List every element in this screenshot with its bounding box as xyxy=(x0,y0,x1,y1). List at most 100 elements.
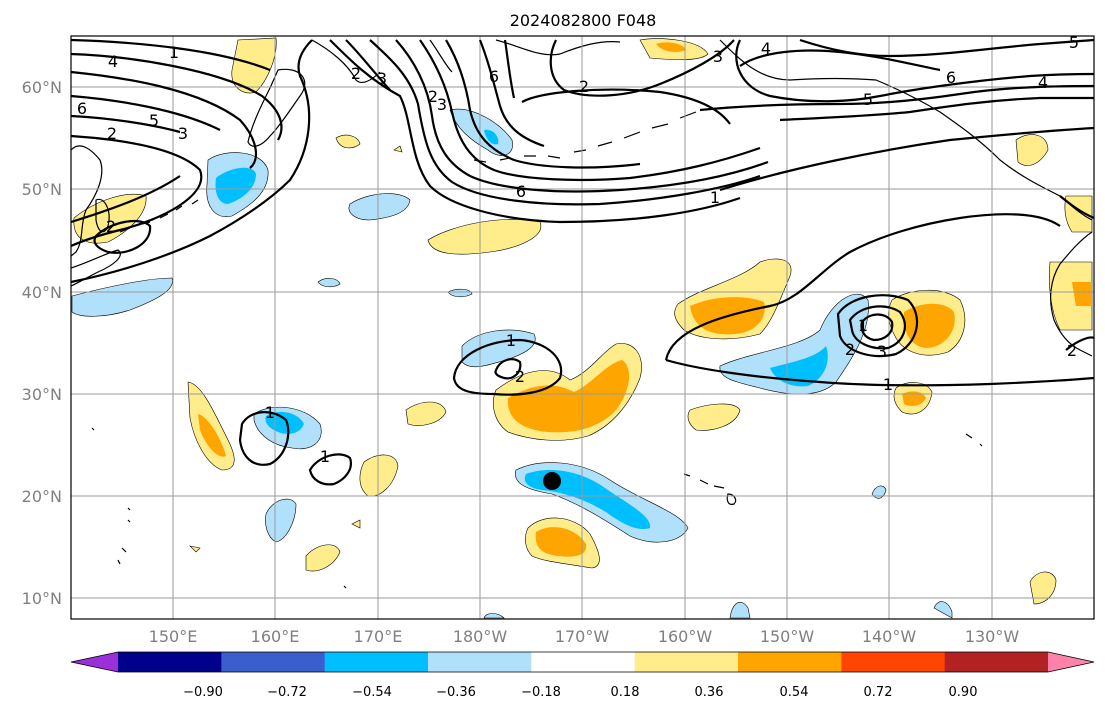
colorbar-tick-label: 0.54 xyxy=(780,685,809,700)
contour-line xyxy=(739,49,941,72)
colorbar-tick-label: 0.72 xyxy=(864,685,893,700)
contour-label: 4 xyxy=(761,39,771,58)
contour-line xyxy=(503,39,516,99)
contour-line xyxy=(70,134,203,248)
lat-label: 10°N xyxy=(22,589,62,608)
negative-region xyxy=(871,485,887,499)
colorbar-tick-label: 0.90 xyxy=(949,685,978,700)
contour-label: 2 xyxy=(106,217,116,236)
contour-line xyxy=(70,175,181,224)
storm-position-marker xyxy=(543,472,561,490)
positive-region-core xyxy=(535,527,587,557)
contour-line xyxy=(452,338,563,396)
contour-line xyxy=(70,52,283,141)
lon-label: 180°W xyxy=(453,627,508,646)
colorbar-segment xyxy=(118,652,222,672)
contour-label: 2 xyxy=(428,87,438,106)
negative-region xyxy=(348,193,411,221)
colorbar-tick-label: −0.72 xyxy=(267,685,307,700)
contour-label: 1 xyxy=(169,43,179,62)
lon-label: 170°W xyxy=(555,627,610,646)
colorbar-segment xyxy=(944,652,1049,672)
contour-label: 4 xyxy=(108,52,118,71)
map-panel: 1 4 6 5 3 2 2 3 2 6 3 4 5 2 3 2 6 1 4 5 … xyxy=(70,33,1095,620)
lon-label: 130°W xyxy=(965,627,1020,646)
positive-region xyxy=(359,454,399,497)
negative-region xyxy=(447,288,473,298)
contour-label: 1 xyxy=(320,447,330,466)
contour-label: 6 xyxy=(77,99,87,118)
contour-line xyxy=(836,294,918,358)
contour-line xyxy=(70,38,271,72)
contour-line xyxy=(93,219,152,254)
lat-label: 60°N xyxy=(22,78,62,97)
contour-line xyxy=(1065,336,1095,351)
contour-line xyxy=(779,96,1094,122)
positive-region-core xyxy=(507,360,630,433)
contour-labels: 1 4 6 5 3 2 2 3 2 6 3 4 5 2 3 2 6 1 4 5 … xyxy=(77,33,1079,466)
alaska-coastline xyxy=(495,39,1093,221)
contour-line xyxy=(664,213,1061,361)
contour-label: 6 xyxy=(516,182,526,201)
lat-label: 50°N xyxy=(22,180,62,199)
contour-label: 6 xyxy=(489,67,499,86)
contour-line xyxy=(308,453,352,486)
lon-label: 170°E xyxy=(354,627,403,646)
map-frame xyxy=(70,35,1095,620)
contour-label: 5 xyxy=(149,111,159,130)
positive-region xyxy=(351,519,361,529)
contour-layer xyxy=(70,38,1095,486)
contour-line xyxy=(369,39,761,206)
contour-line xyxy=(665,358,1095,387)
colorbar-tick-label: −0.90 xyxy=(183,685,223,700)
negative-region xyxy=(71,277,173,317)
contour-label: 1 xyxy=(265,403,275,422)
negative-region-core xyxy=(770,346,828,387)
contour-label: 1 xyxy=(858,316,868,335)
contour-line xyxy=(419,39,761,182)
contour-line xyxy=(345,39,391,91)
contour-label: 2 xyxy=(515,367,525,386)
positive-region xyxy=(1015,134,1049,166)
positive-region xyxy=(405,401,447,426)
contour-line xyxy=(329,39,741,224)
lon-label: 160°W xyxy=(658,627,713,646)
contour-line xyxy=(1059,195,1095,220)
contour-line xyxy=(395,39,769,193)
contour-line xyxy=(70,94,221,131)
contour-line xyxy=(735,39,1095,103)
colorbar-segment xyxy=(841,652,946,672)
positive-region-core xyxy=(198,414,226,457)
colorbar-extend-min xyxy=(71,652,118,672)
contour-line xyxy=(549,39,735,97)
contour-label: 5 xyxy=(1069,33,1079,52)
positive-region xyxy=(1029,571,1057,605)
lat-label: 20°N xyxy=(22,487,62,506)
contour-line xyxy=(848,305,906,350)
negative-region xyxy=(317,278,341,288)
colorbar-segment xyxy=(221,652,326,672)
colorbar-outline xyxy=(70,651,1095,673)
contour-line xyxy=(445,39,641,169)
contour-label: 2 xyxy=(579,77,589,96)
negative-region xyxy=(933,601,953,619)
lon-label: 160°E xyxy=(251,627,300,646)
positive-region xyxy=(189,545,201,553)
colorbar-ticks: −0.90 −0.72 −0.54 −0.36 −0.18 0.18 0.36 … xyxy=(183,685,977,700)
positive-region xyxy=(305,544,341,572)
contour-label: 2 xyxy=(351,64,361,83)
contour-line xyxy=(860,313,894,342)
latitude-labels: 60°N 50°N 40°N 30°N 20°N 10°N xyxy=(22,78,62,608)
contour-line xyxy=(494,358,522,380)
contour-label: 6 xyxy=(946,68,956,87)
contour-line xyxy=(70,114,181,134)
contour-line xyxy=(70,39,313,284)
contour-label: 2 xyxy=(107,124,117,143)
longitude-labels: 150°E 160°E 170°E 180°W 170°W 160°W 150°… xyxy=(149,627,1020,646)
colorbar-segment xyxy=(531,652,636,672)
contour-label: 3 xyxy=(713,47,723,66)
contour-label: 5 xyxy=(863,90,873,109)
colorbar-extend-max xyxy=(1048,652,1094,672)
colorbar-segment xyxy=(324,652,429,672)
